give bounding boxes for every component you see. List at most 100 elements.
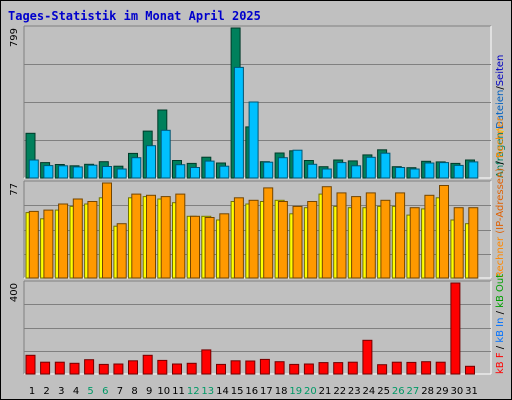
- x-tick-label-day-24: 24: [363, 386, 376, 397]
- y-max-label: 799: [9, 28, 20, 47]
- legend-mid-part-3: Rechner: [495, 116, 506, 158]
- x-tick-label-day-6: 6: [102, 386, 108, 397]
- bar-hosts-kbytes-kb-f-day-31: [468, 207, 479, 279]
- bar-requests-files-pages-dateien-day-5: [87, 164, 98, 179]
- bar-kb-per-day-kb-f-day-11: [172, 363, 182, 375]
- bar-kb-per-day-kb-f-day-5: [84, 359, 95, 375]
- x-tick-label-day-13: 13: [201, 386, 214, 397]
- bar-requests-files-pages-dateien-day-26: [395, 167, 406, 179]
- bar-kb-per-day-kb-f-day-26: [391, 361, 402, 375]
- bar-kb-per-day-kb-f-day-19: [289, 363, 300, 375]
- bar-kb-per-day-kb-f-day-12: [186, 362, 197, 375]
- bar-hosts-kbytes-kb-f-day-4: [72, 198, 83, 279]
- legend-mid-part-1: (IP-Adressen): [495, 168, 506, 237]
- x-tick-label-day-14: 14: [216, 386, 229, 397]
- x-tick-label-day-5: 5: [87, 386, 93, 397]
- x-tick-label-day-26: 26: [392, 386, 405, 397]
- bar-hosts-kbytes-kb-f-day-24: [365, 192, 376, 279]
- bar-kb-per-day-kb-f-day-18: [274, 361, 285, 375]
- legend-top-part-2: Dateien: [495, 90, 506, 129]
- legend-bot: kB F / kB In / kB Out: [495, 274, 506, 374]
- x-tick-label-day-29: 29: [436, 386, 449, 397]
- bar-hosts-kbytes-kb-f-day-18: [277, 201, 288, 279]
- bar-hosts-kbytes-kb-f-day-20: [307, 201, 318, 279]
- x-tick-label-day-16: 16: [245, 386, 258, 397]
- bar-kb-per-day-kb-f-day-6: [98, 363, 109, 375]
- bar-kb-per-day-kb-f-day-14: [216, 363, 226, 375]
- y-max-label: 400: [9, 283, 20, 302]
- bar-requests-files-pages-dateien-day-23: [351, 165, 362, 179]
- bar-requests-files-pages-dateien-day-21: [321, 168, 332, 179]
- bar-kb-per-day-kb-f-day-1: [25, 354, 36, 375]
- bar-kb-per-day-kb-f-day-16: [245, 360, 256, 375]
- bar-hosts-kbytes-kb-f-day-21: [321, 186, 332, 279]
- legend-bot-part-3: /: [495, 308, 506, 318]
- bar-requests-files-pages-dateien-day-31: [468, 161, 479, 179]
- x-tick-label-day-19: 19: [289, 386, 302, 397]
- bar-hosts-kbytes-kb-f-day-30: [453, 207, 464, 279]
- bar-hosts-kbytes-kb-f-day-8: [131, 193, 142, 279]
- bar-kb-per-day-kb-f-day-7: [113, 363, 124, 375]
- chart-title: Tages-Statistik im Monat April 2025: [8, 9, 261, 23]
- bar-hosts-kbytes-kb-f-day-28: [424, 194, 435, 279]
- bar-hosts-kbytes-kb-f-day-26: [395, 192, 406, 279]
- bar-kb-per-day-kb-f-day-4: [69, 362, 80, 375]
- legend-mid-part-2: /: [495, 158, 506, 168]
- bar-kb-per-day-kb-f-day-29: [435, 361, 446, 375]
- bar-requests-files-pages-dateien-day-1: [28, 159, 39, 179]
- bar-requests-files-pages-dateien-day-8: [131, 157, 142, 179]
- x-tick-label-day-18: 18: [275, 386, 288, 397]
- bar-requests-files-pages-dateien-day-19: [292, 149, 303, 179]
- bar-requests-files-pages-dateien-day-29: [439, 162, 449, 179]
- bar-kb-per-day-kb-f-day-27: [406, 361, 417, 375]
- bar-hosts-kbytes-kb-f-day-15: [233, 197, 244, 279]
- x-tick-label-day-31: 31: [465, 386, 478, 397]
- bar-hosts-kbytes-kb-f-day-23: [351, 196, 362, 279]
- bar-kb-per-day-kb-f-day-31: [465, 365, 475, 375]
- x-tick-label-day-2: 2: [43, 386, 49, 397]
- legend-bot-part-2: kB In: [495, 318, 506, 343]
- bar-kb-per-day-kb-f-day-21: [318, 362, 329, 375]
- bar-kb-per-day-kb-f-day-28: [421, 361, 432, 375]
- bar-requests-files-pages-dateien-day-7: [116, 168, 127, 179]
- legend-top-part-0: Anfragen: [495, 132, 506, 178]
- x-tick-label-day-30: 30: [451, 386, 464, 397]
- bar-hosts-kbytes-kb-f-day-14: [219, 213, 230, 279]
- x-tick-label-day-4: 4: [73, 386, 79, 397]
- x-tick-label-day-7: 7: [117, 386, 123, 397]
- legend-mid-part-0: Rechner: [495, 236, 506, 278]
- bar-hosts-kbytes-kb-f-day-29: [439, 185, 449, 279]
- bar-hosts-kbytes-kb-f-day-10: [160, 196, 171, 279]
- x-tick-label-day-9: 9: [146, 386, 152, 397]
- bar-hosts-kbytes-kb-f-day-13: [204, 217, 215, 279]
- x-tick-label-day-8: 8: [131, 386, 137, 397]
- x-tick-label-day-22: 22: [333, 386, 346, 397]
- bar-hosts-kbytes-kb-f-day-9: [146, 194, 156, 279]
- bar-requests-files-pages-dateien-day-13: [204, 160, 215, 179]
- x-tick-label-day-10: 10: [157, 386, 170, 397]
- x-tick-label-day-20: 20: [304, 386, 317, 397]
- legend-top-part-3: /: [495, 86, 506, 90]
- bar-requests-files-pages-dateien-day-9: [146, 145, 156, 179]
- bar-hosts-kbytes-kb-f-day-2: [43, 209, 54, 279]
- bar-kb-per-day-kb-f-day-15: [230, 360, 241, 375]
- bar-hosts-kbytes-kb-f-day-7: [116, 223, 127, 279]
- bar-requests-files-pages-dateien-day-4: [72, 166, 83, 179]
- bar-kb-per-day-kb-f-day-30: [450, 282, 461, 375]
- y-max-label: 77: [9, 183, 20, 196]
- bar-requests-files-pages-dateien-day-20: [307, 163, 318, 179]
- bar-kb-per-day-kb-f-day-3: [54, 361, 65, 375]
- bar-requests-files-pages-dateien-day-10: [160, 129, 171, 179]
- legend-top-part-4: Seiten: [495, 55, 506, 87]
- x-tick-label-day-12: 12: [187, 386, 200, 397]
- x-tick-label-day-11: 11: [172, 386, 185, 397]
- bar-kb-per-day-kb-f-day-10: [157, 359, 168, 375]
- legend-bot-part-4: kB Out: [495, 274, 506, 308]
- x-tick-label-day-21: 21: [319, 386, 332, 397]
- legend-top: Anfragen/Dateien/Seiten: [495, 55, 506, 178]
- x-tick-label-day-23: 23: [348, 386, 361, 397]
- bar-hosts-kbytes-kb-f-day-6: [102, 182, 112, 279]
- legend-bot-part-0: kB F: [495, 352, 506, 374]
- x-tick-label-day-15: 15: [231, 386, 244, 397]
